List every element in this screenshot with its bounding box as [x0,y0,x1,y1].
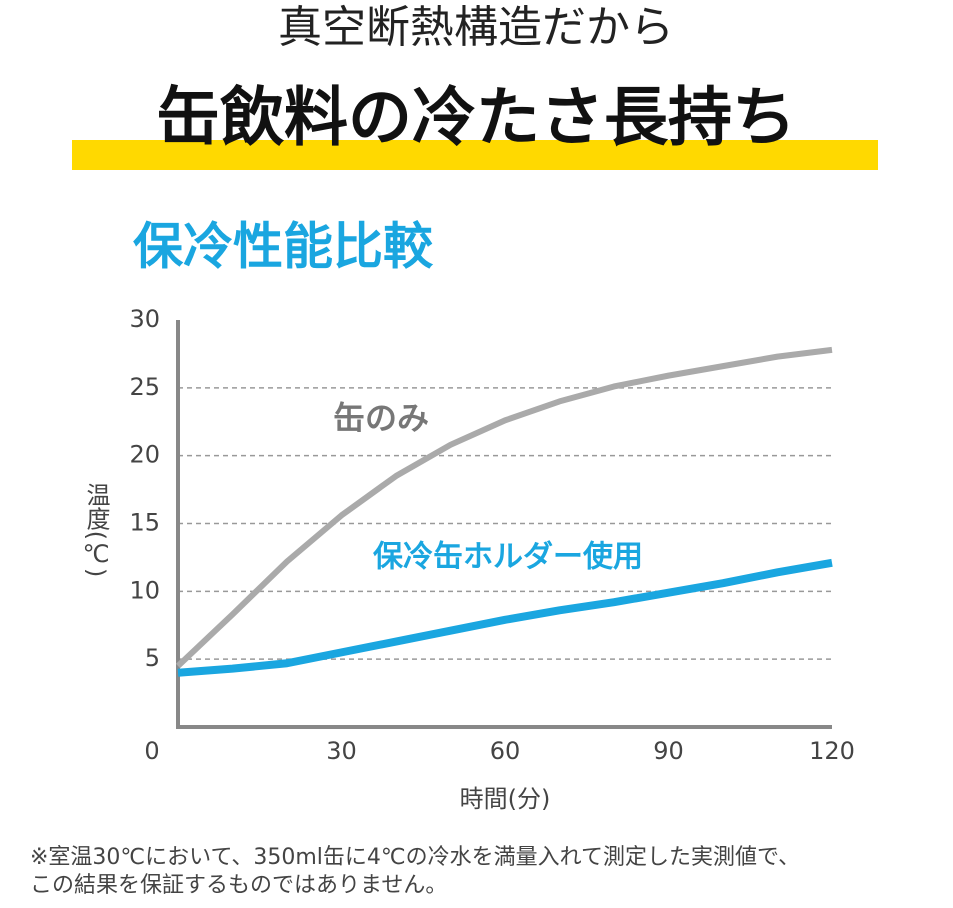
y-tick-label: 10 [129,576,160,604]
series-line [177,558,833,677]
y-tick-label: 25 [129,373,160,401]
chart-title: 保冷性能比較 [133,218,434,276]
series-label: 保冷缶ホルダー使用 [373,540,643,575]
y-tick-label: 20 [129,441,160,469]
footnote: この結果を保証するものではありません。 [30,873,447,898]
footnote: ※室温30℃において、350ml缶に4℃の冷水を満量入れて測定した実測値で、 [30,845,800,870]
y-tick-label: 30 [129,305,160,333]
headline-main: 缶飲料の冷たさ長持ち [156,82,796,156]
headline: 真空断熱構造だから [278,2,674,53]
y-axis-label: 温度(℃) [82,483,110,578]
y-tick-label: 15 [129,509,160,537]
series-label: 缶のみ [333,399,429,437]
y-tick-label: 5 [145,644,160,672]
x-tick-label: 120 [809,737,855,765]
x-tick-label: 60 [490,737,521,765]
series-line [175,346,833,669]
highlight [72,140,878,170]
x-tick-label: 30 [326,737,357,765]
x-tick-label: 0 [144,737,159,765]
x-tick-label: 90 [653,737,684,765]
x-axis-label: 時間(分) [460,785,551,813]
